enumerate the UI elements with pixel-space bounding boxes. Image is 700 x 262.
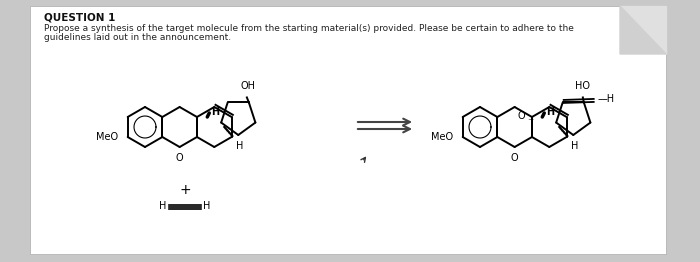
Text: OH: OH bbox=[240, 81, 256, 91]
Polygon shape bbox=[620, 6, 666, 54]
Text: +: + bbox=[179, 183, 191, 197]
Text: guidelines laid out in the announcement.: guidelines laid out in the announcement. bbox=[44, 33, 231, 42]
Text: H: H bbox=[236, 141, 243, 151]
Text: H: H bbox=[546, 107, 554, 117]
Text: H: H bbox=[211, 107, 219, 117]
Text: QUESTION 1: QUESTION 1 bbox=[44, 13, 116, 23]
FancyBboxPatch shape bbox=[30, 6, 666, 254]
Text: O: O bbox=[518, 111, 525, 121]
Text: HO: HO bbox=[575, 81, 590, 91]
Text: H: H bbox=[203, 201, 211, 211]
Text: O: O bbox=[511, 153, 519, 163]
Text: O: O bbox=[176, 153, 183, 163]
Text: Propose a synthesis of the target molecule from the starting material(s) provide: Propose a synthesis of the target molecu… bbox=[44, 24, 574, 33]
Polygon shape bbox=[620, 6, 666, 54]
Text: H: H bbox=[160, 201, 167, 211]
Text: —H: —H bbox=[598, 94, 615, 105]
Text: MeO: MeO bbox=[431, 132, 453, 142]
Text: MeO: MeO bbox=[96, 132, 118, 142]
Text: H: H bbox=[570, 141, 578, 151]
Text: ...: ... bbox=[527, 112, 534, 122]
